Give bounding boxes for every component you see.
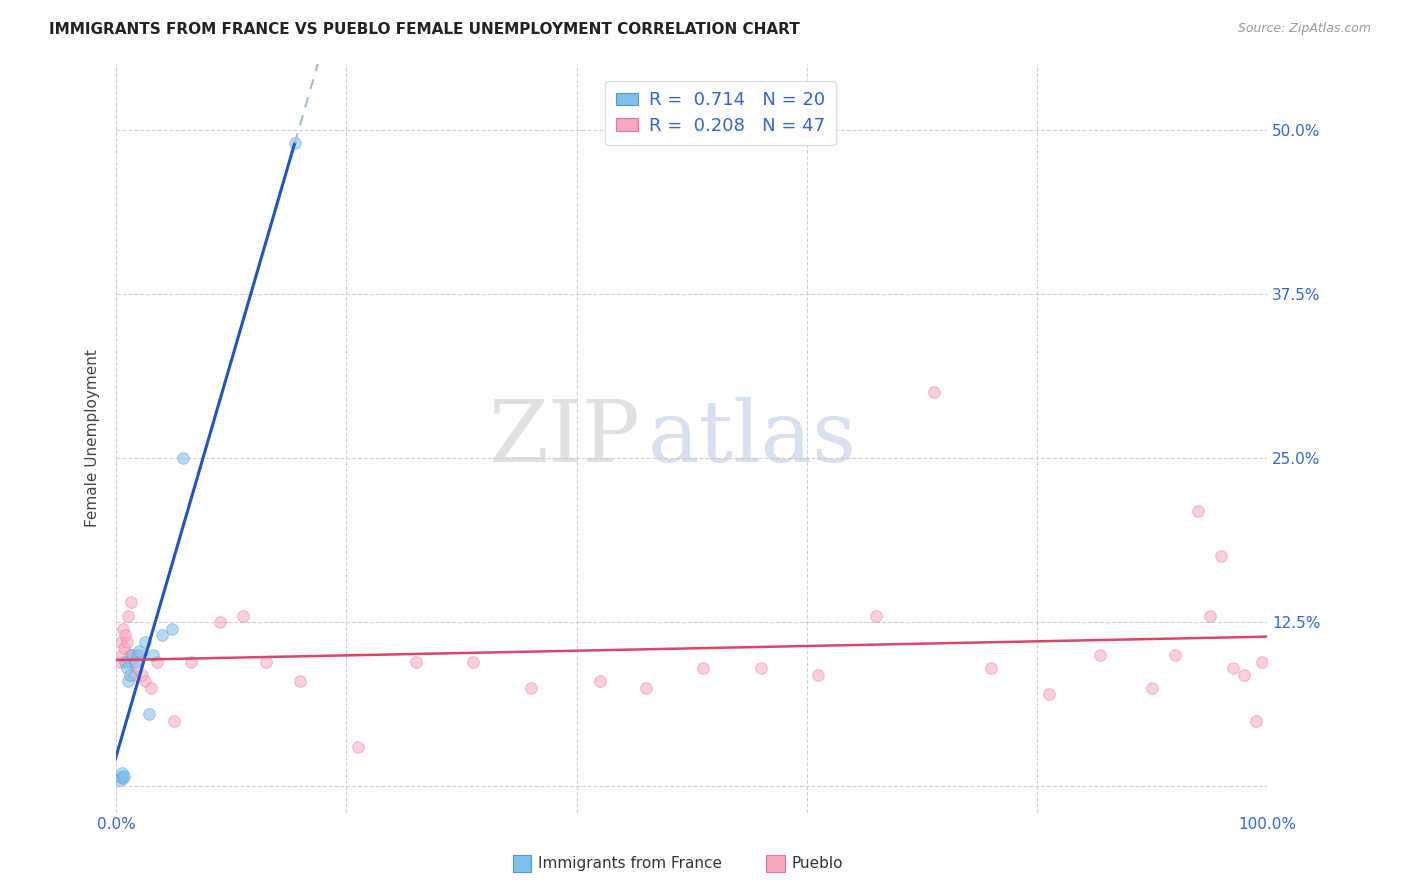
Point: [121, 648, 143, 662]
Point: [749, 661, 772, 675]
Text: Immigrants from France: Immigrants from France: [538, 856, 723, 871]
Point: [134, 635, 156, 649]
Point: [1164, 648, 1187, 662]
Point: [125, 648, 148, 662]
Y-axis label: Female Unemployment: Female Unemployment: [86, 350, 100, 527]
Point: [124, 655, 146, 669]
Point: [128, 644, 150, 658]
Point: [208, 615, 231, 629]
Point: [145, 655, 167, 669]
Point: [150, 628, 173, 642]
Point: [110, 635, 132, 649]
Text: IMMIGRANTS FROM FRANCE VS PUEBLO FEMALE UNEMPLOYMENT CORRELATION CHART: IMMIGRANTS FROM FRANCE VS PUEBLO FEMALE …: [49, 22, 800, 37]
Point: [922, 385, 945, 400]
Point: [180, 655, 202, 669]
Point: [131, 667, 153, 681]
Point: [1250, 655, 1272, 669]
Point: [112, 622, 135, 636]
Point: [120, 667, 142, 681]
Text: Source: ZipAtlas.com: Source: ZipAtlas.com: [1237, 22, 1371, 36]
Point: [118, 655, 141, 669]
Point: [1187, 503, 1209, 517]
Point: [139, 681, 162, 695]
Point: [405, 655, 427, 669]
Point: [865, 608, 887, 623]
Point: [115, 635, 138, 649]
Point: [160, 622, 183, 636]
Point: [114, 628, 136, 642]
Text: Pueblo: Pueblo: [792, 856, 844, 871]
Point: [1233, 667, 1256, 681]
Point: [122, 667, 145, 681]
Point: [1038, 687, 1060, 701]
Point: [232, 608, 254, 623]
Point: [1211, 549, 1233, 564]
Point: [142, 648, 165, 662]
Point: [112, 769, 135, 783]
Point: [112, 772, 135, 786]
Point: [163, 714, 186, 728]
Point: [290, 674, 312, 689]
Point: [125, 661, 148, 675]
Point: [254, 655, 277, 669]
Point: [120, 648, 142, 662]
Legend: R =  0.714   N = 20, R =  0.208   N = 47: R = 0.714 N = 20, R = 0.208 N = 47: [606, 80, 835, 145]
Point: [284, 136, 307, 150]
Point: [1090, 648, 1112, 662]
Point: [115, 661, 138, 675]
Point: [1244, 714, 1267, 728]
Point: [1198, 608, 1220, 623]
Text: atlas: atlas: [648, 397, 858, 480]
Point: [110, 770, 132, 784]
Point: [634, 681, 657, 695]
Point: [519, 681, 541, 695]
Point: [128, 648, 150, 662]
Point: [111, 648, 134, 662]
Point: [347, 739, 370, 754]
Point: [692, 661, 714, 675]
Point: [1142, 681, 1164, 695]
Point: [112, 641, 135, 656]
Point: [138, 707, 160, 722]
Point: [134, 674, 156, 689]
Point: [120, 595, 142, 609]
Point: [589, 674, 612, 689]
Point: [807, 667, 830, 681]
Point: [114, 655, 136, 669]
Point: [461, 655, 484, 669]
Point: [117, 674, 139, 689]
Point: [172, 450, 194, 465]
Point: [111, 766, 134, 780]
Point: [1222, 661, 1244, 675]
Point: [117, 608, 139, 623]
Point: [108, 655, 131, 669]
Text: ZIP: ZIP: [488, 397, 640, 480]
Point: [108, 772, 131, 787]
Point: [980, 661, 1002, 675]
